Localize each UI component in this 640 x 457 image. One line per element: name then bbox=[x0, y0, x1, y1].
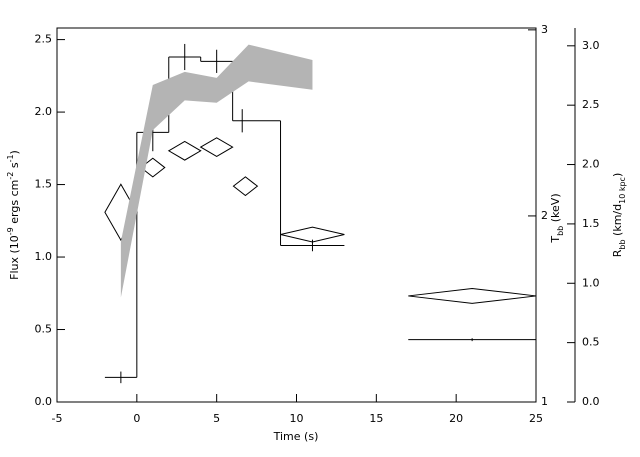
temperature-diamond bbox=[280, 226, 345, 243]
y2-tick-label: 1 bbox=[541, 395, 548, 408]
y3-tick-label: 3.0 bbox=[582, 39, 600, 52]
y-axis-label-part: ) bbox=[8, 150, 21, 154]
y2-tick-label: 2 bbox=[541, 209, 548, 222]
x-tick-label: 25 bbox=[529, 412, 543, 425]
x-tick-label: 0 bbox=[133, 412, 140, 425]
x-tick-label: 15 bbox=[369, 412, 383, 425]
y3-axis-label-part: bb bbox=[618, 239, 627, 249]
y3-axis-label-part: R bbox=[611, 249, 624, 257]
x-tick-label: 10 bbox=[290, 412, 304, 425]
y-axis-label-part: -1 bbox=[6, 154, 15, 162]
y2-axis-label-part: (keV) bbox=[549, 193, 562, 225]
y-axis-label-part: s bbox=[8, 162, 21, 171]
y-tick-label: 2.0 bbox=[35, 105, 53, 118]
y3-tick-label: 0.5 bbox=[582, 336, 600, 349]
y3-axis-label-part: ) bbox=[611, 173, 624, 177]
y-tick-label: 2.5 bbox=[35, 33, 53, 46]
y3-tick-label: 0.0 bbox=[582, 395, 600, 408]
temperature-diamond bbox=[199, 137, 234, 157]
y3-axis-label: Rbb (km/d10 kpc) bbox=[611, 173, 627, 258]
y-tick-label: 1.5 bbox=[35, 178, 53, 191]
y2-axis-label: Tbb (keV) bbox=[549, 193, 565, 243]
y2-axis-label-part: bb bbox=[556, 226, 565, 236]
y-axis-label-part: Flux (10 bbox=[8, 235, 21, 280]
x-tick-label: 20 bbox=[449, 412, 463, 425]
radius-band bbox=[120, 44, 313, 298]
y3-tick-label: 1.0 bbox=[582, 276, 600, 289]
y-axis-label-part: ergs cm bbox=[8, 180, 21, 228]
y3-axis-label-part: 10 kpc bbox=[618, 177, 627, 204]
x-axis-label: Time (s) bbox=[273, 430, 319, 443]
temperature-diamond bbox=[408, 287, 537, 304]
y-axis-label: Flux (10-9 ergs cm-2 s-1) bbox=[6, 150, 21, 280]
y-axis-label-part: -2 bbox=[6, 172, 15, 180]
y3-tick-label: 1.5 bbox=[582, 217, 600, 230]
y-axis-label-part: -9 bbox=[6, 227, 15, 235]
temperature-diamond bbox=[140, 157, 166, 178]
y-tick-label: 1.0 bbox=[35, 250, 53, 263]
x-tick-label: -5 bbox=[52, 412, 63, 425]
temperature-diamond bbox=[167, 140, 202, 161]
y-tick-label: 0.0 bbox=[35, 395, 53, 408]
y3-tick-label: 2.5 bbox=[582, 98, 600, 111]
y3-tick-label: 2.0 bbox=[582, 158, 600, 171]
y-tick-label: 0.5 bbox=[35, 323, 53, 336]
y2-tick-label: 3 bbox=[541, 23, 548, 36]
x-tick-label: 5 bbox=[213, 412, 220, 425]
y3-axis-label-part: (km/d bbox=[611, 204, 624, 240]
y2-axis-label-part: T bbox=[549, 236, 562, 244]
temperature-diamond bbox=[232, 176, 259, 197]
